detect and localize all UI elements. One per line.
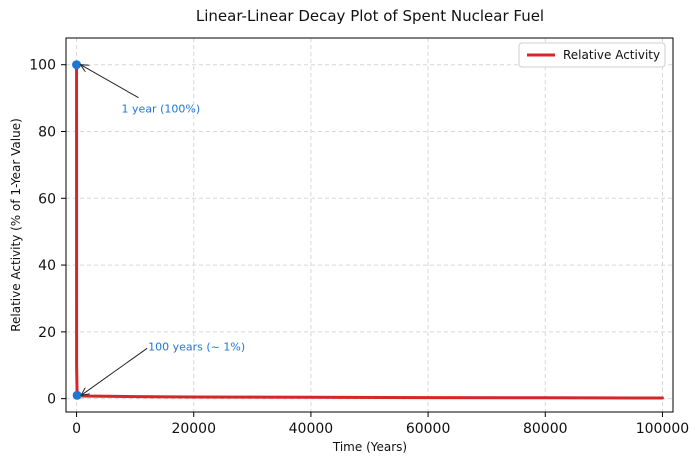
y-axis-label: Relative Activity (% of 1-Year Value) <box>9 118 23 332</box>
highlight-marker <box>72 60 81 69</box>
y-tick-label: 60 <box>38 191 56 207</box>
chart-title: Linear-Linear Decay Plot of Spent Nuclea… <box>196 7 544 25</box>
x-tick-label: 0 <box>72 421 81 437</box>
y-tick-label: 80 <box>38 125 56 141</box>
y-tick-label: 0 <box>47 392 56 408</box>
legend-label: Relative Activity <box>563 48 660 62</box>
y-tick-label: 100 <box>29 58 56 74</box>
highlight-marker <box>73 391 82 400</box>
x-axis-label: Time (Years) <box>332 440 407 454</box>
legend: Relative Activity <box>519 43 665 67</box>
x-tick-label: 100000 <box>636 421 689 437</box>
x-tick-label: 20000 <box>171 421 216 437</box>
annotation-label: 1 year (100%) <box>122 103 201 116</box>
x-tick-label: 80000 <box>523 421 568 437</box>
x-tick-label: 40000 <box>289 421 334 437</box>
x-tick-label: 60000 <box>406 421 451 437</box>
y-tick-label: 20 <box>38 325 56 341</box>
annotation-label: 100 years (~ 1%) <box>148 340 245 353</box>
y-tick-label: 40 <box>38 258 56 274</box>
